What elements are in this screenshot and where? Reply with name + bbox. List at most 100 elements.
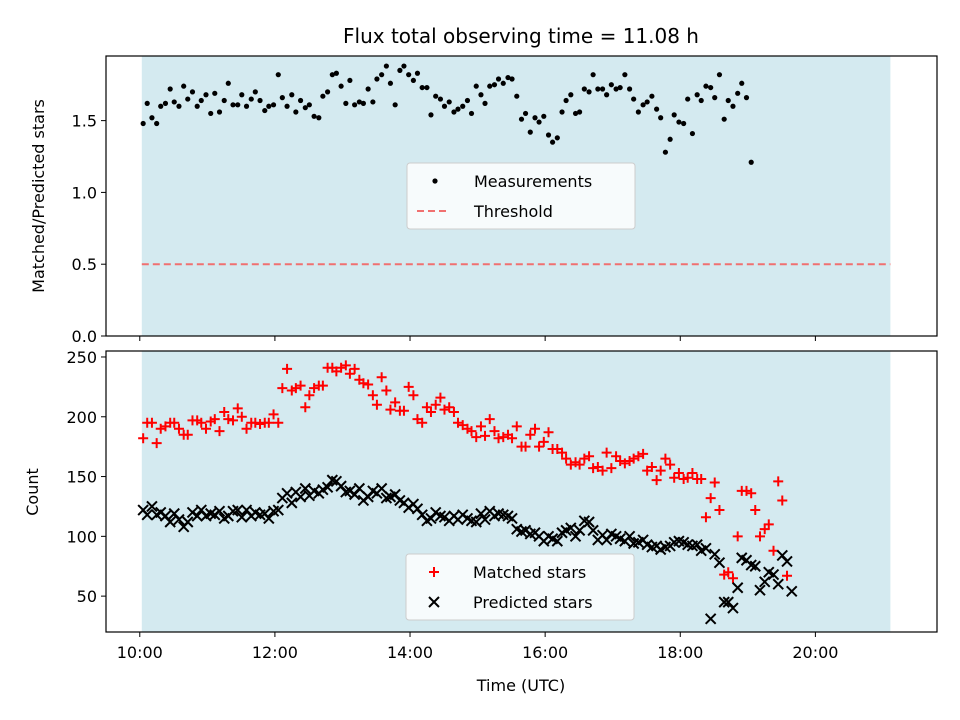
matched-stars-point — [709, 477, 720, 488]
measurement-point — [293, 109, 299, 115]
matched-stars-point — [665, 459, 676, 470]
measurement-point — [171, 99, 177, 105]
measurement-point — [189, 89, 196, 95]
matched-stars-point — [557, 447, 568, 458]
measurement-point — [266, 103, 272, 109]
measurement-point — [302, 105, 308, 111]
measurement-point — [473, 83, 479, 89]
matched-stars-point — [466, 426, 477, 437]
matched-stars-point — [673, 467, 684, 478]
matched-stars-point — [358, 378, 369, 389]
measurement-point — [289, 92, 295, 98]
measurement-point — [482, 100, 488, 106]
measurement-point — [545, 132, 552, 138]
measurement-point — [554, 135, 560, 141]
measurement-point — [581, 86, 587, 92]
matched-stars-point — [584, 451, 595, 462]
legend: Measurements Threshold — [406, 162, 636, 230]
legend-marker-measurements — [432, 178, 438, 184]
measurement-point — [379, 72, 385, 78]
x-tick-label: 16:00 — [522, 643, 568, 662]
measurement-point — [162, 100, 169, 106]
y-tick-label: 250 — [66, 348, 97, 367]
panel-counts: 50 100 150 200 250 10:00 12:00 14:00 16:00 18:00 2… — [66, 348, 938, 662]
matched-stars-point — [273, 417, 284, 428]
matched-stars-point — [435, 392, 446, 403]
legend-marker-matched — [429, 567, 439, 577]
matched-stars-point — [696, 473, 707, 484]
measurement-point — [433, 93, 439, 99]
measurement-point — [356, 99, 362, 105]
measurement-point — [297, 97, 304, 104]
predicted-stars-point — [583, 516, 595, 528]
measurement-point — [563, 97, 569, 104]
legend-label: Measurements — [474, 172, 592, 191]
x-axis-label: Time (UTC) — [476, 676, 565, 695]
matched-stars-point — [754, 531, 765, 542]
measurement-point — [284, 103, 290, 109]
matched-stars-point — [223, 414, 234, 425]
legend: Matched stars Predicted stars — [405, 553, 635, 621]
measurement-point — [468, 110, 475, 117]
matched-stars-point — [493, 433, 504, 444]
predicted-stars-point — [164, 516, 176, 528]
measurement-point — [730, 103, 736, 109]
matched-stars-point — [714, 505, 725, 516]
measurement-point — [144, 100, 150, 106]
matched-stars-point — [232, 403, 243, 414]
measurement-point — [671, 112, 677, 118]
matched-stars-point — [507, 433, 518, 444]
measurement-point — [437, 96, 444, 102]
measurement-point — [464, 97, 471, 104]
measurement-point — [495, 76, 502, 82]
measurement-point — [279, 95, 285, 101]
matched-stars-point — [363, 379, 374, 390]
y-tick-label: 50 — [77, 587, 97, 606]
matched-stars-point — [480, 430, 491, 441]
matched-stars-point — [367, 390, 378, 401]
predicted-stars-point — [623, 530, 636, 543]
matched-stars-point — [489, 426, 500, 437]
measurement-point — [167, 86, 173, 92]
measurement-point — [252, 89, 258, 95]
matched-stars-point — [250, 417, 261, 428]
measurement-point — [140, 120, 146, 127]
predicted-stars-point — [781, 555, 793, 568]
matched-stars-point — [768, 545, 779, 556]
plot-frame — [105, 350, 938, 633]
matched-stars-point — [782, 570, 793, 581]
y-tick-label: 0.0 — [72, 327, 97, 346]
matched-stars-point — [403, 381, 414, 392]
matched-stars-point — [763, 519, 774, 530]
predicted-stars-point — [713, 556, 726, 569]
matched-stars-point — [228, 415, 239, 426]
matched-stars-point — [773, 476, 784, 487]
measurement-point — [185, 96, 191, 102]
measurement-point — [333, 70, 339, 76]
predicted-stars-point — [569, 530, 582, 543]
matched-stars-point — [219, 406, 230, 417]
matched-stars-point — [349, 363, 360, 374]
legend-label: Threshold — [473, 202, 553, 221]
measurement-point — [644, 99, 650, 105]
measurement-point — [275, 72, 281, 78]
measurement-point — [262, 107, 268, 114]
predicted-stars-point — [772, 578, 784, 590]
predicted-stars-point — [745, 559, 757, 571]
measurement-point — [203, 92, 209, 98]
predicted-stars-point — [786, 585, 798, 598]
measurement-point — [311, 113, 317, 119]
measurement-point — [198, 97, 204, 104]
matched-stars-point — [543, 427, 554, 438]
measurement-point — [640, 102, 646, 108]
predicted-stars-point — [213, 505, 226, 517]
x-tick-label: 12:00 — [252, 643, 298, 662]
measurement-point — [676, 119, 682, 125]
matched-stars-point — [638, 448, 649, 459]
measurement-point — [243, 103, 250, 109]
predicted-stars-point — [587, 524, 599, 537]
measurement-point — [383, 63, 389, 69]
matched-stars-point — [750, 505, 761, 516]
predicted-stars-point — [767, 568, 780, 581]
